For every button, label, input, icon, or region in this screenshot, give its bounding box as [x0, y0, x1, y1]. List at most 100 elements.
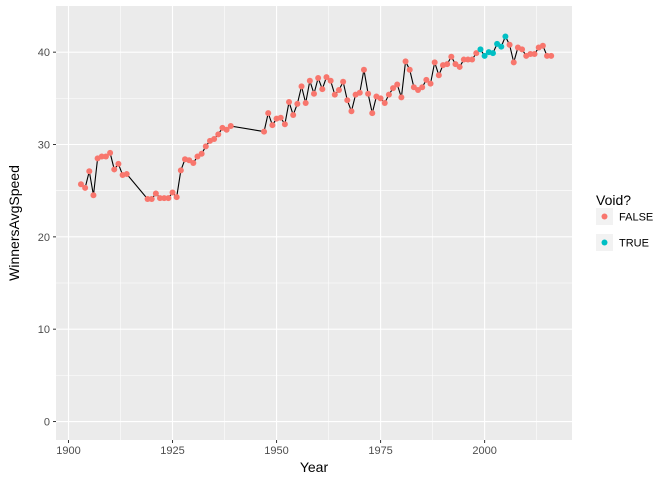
data-point-false [323, 74, 330, 81]
x-tick-label: 2000 [472, 445, 496, 457]
x-tick-label: 1900 [56, 445, 80, 457]
data-point-false [381, 99, 388, 106]
data-point-false [115, 160, 122, 167]
data-point-false [469, 56, 476, 63]
grid-major [56, 6, 572, 440]
data-point-false [340, 78, 347, 85]
data-point-false [423, 76, 430, 83]
data-point-false [394, 81, 401, 88]
data-point-false [319, 86, 326, 93]
data-point-false [369, 110, 376, 117]
y-axis-title: WinnersAvgSpeed [6, 165, 22, 281]
data-point-false [302, 99, 309, 106]
x-axis-title: Year [300, 459, 329, 475]
legend-title: Void? [596, 192, 631, 208]
data-point-false [269, 122, 276, 129]
data-point-false [165, 195, 172, 202]
data-point-false [335, 87, 342, 94]
data-point-true [481, 52, 488, 59]
legend-marker-true [601, 239, 608, 246]
legend-label-true: TRUE [619, 238, 649, 250]
data-point-false [531, 51, 538, 58]
data-point-false [173, 194, 180, 201]
data-point-false [519, 46, 526, 53]
x-tick-label: 1975 [368, 445, 392, 457]
data-point-false [298, 83, 305, 90]
data-point-false [90, 192, 97, 199]
data-point-false [98, 153, 105, 160]
data-point-false [215, 131, 222, 138]
data-point-false [506, 41, 513, 48]
data-point-false [544, 52, 551, 59]
data-point-false [327, 77, 334, 84]
data-point-false [144, 195, 151, 202]
y-axis: 0 10 20 30 40 [38, 47, 56, 429]
data-point-false [148, 195, 155, 202]
data-point-false [286, 99, 293, 106]
data-point-false [385, 91, 392, 98]
data-point-false [306, 77, 313, 84]
legend: Void? FALSE TRUE [596, 192, 653, 251]
data-point-false [548, 52, 555, 59]
y-tick-label: 0 [44, 417, 50, 429]
data-point-false [82, 184, 89, 191]
data-point-false [448, 53, 455, 60]
x-tick-label: 1950 [264, 445, 288, 457]
data-point-false [464, 56, 471, 63]
data-point-false [198, 150, 205, 157]
y-tick-label: 10 [38, 324, 50, 336]
data-point-false [86, 168, 93, 175]
data-point-false [152, 190, 159, 197]
data-point-false [431, 59, 438, 66]
data-point-false [223, 126, 230, 133]
data-point-false [510, 59, 517, 66]
plot-panel [56, 6, 572, 440]
data-point-false [294, 100, 301, 107]
data-point-false [398, 94, 405, 101]
data-point-true [477, 46, 484, 53]
data-point-false [444, 61, 451, 68]
data-point-false [261, 128, 268, 135]
data-point-false [202, 143, 209, 150]
data-point-true [498, 43, 505, 50]
x-axis: 1900 1925 1950 1975 2000 [56, 440, 497, 457]
data-point-false [348, 108, 355, 115]
data-point-false [157, 195, 164, 202]
data-point-false [390, 85, 397, 92]
data-point-false [419, 84, 426, 91]
legend-label-false: FALSE [619, 212, 653, 224]
data-point-false [111, 166, 118, 173]
data-point-false [123, 171, 130, 178]
data-point-false [161, 195, 168, 202]
data-point-false [406, 66, 413, 73]
data-point-false [473, 50, 480, 57]
legend-marker-false [601, 213, 608, 220]
data-point-false [265, 110, 272, 117]
data-point-false [377, 95, 384, 102]
data-point-true [489, 50, 496, 57]
data-point-false [315, 75, 322, 82]
data-point-false [331, 91, 338, 98]
data-point-false [427, 80, 434, 87]
data-point-false [365, 90, 372, 97]
data-point-false [539, 42, 546, 49]
data-point-false [211, 135, 218, 142]
data-point-false [460, 56, 467, 63]
y-tick-label: 40 [38, 47, 50, 59]
data-point-false [107, 149, 114, 156]
data-point-false [190, 159, 197, 166]
data-point-false [360, 66, 367, 73]
data-point-false [102, 153, 109, 160]
y-tick-label: 30 [38, 140, 50, 152]
data-point-false [169, 189, 176, 196]
data-point-false [227, 123, 234, 130]
data-point-true [502, 33, 509, 40]
data-point-false [177, 167, 184, 174]
data-point-false [281, 121, 288, 128]
data-point-false [290, 111, 297, 118]
data-point-false [344, 97, 351, 104]
points-group [77, 33, 555, 202]
data-point-false [311, 90, 317, 97]
data-point-false [527, 51, 534, 58]
